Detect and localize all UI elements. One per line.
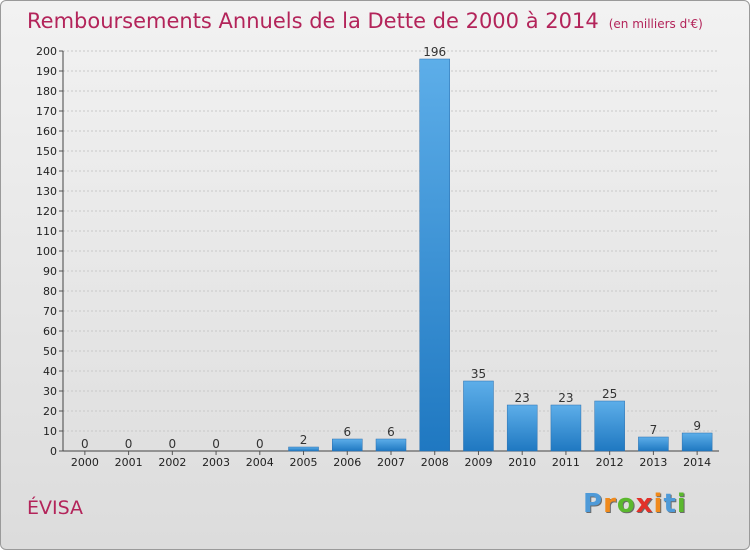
y-tick-label: 170 (36, 105, 57, 118)
bar-value-label: 25 (602, 387, 617, 401)
y-tick-label: 0 (50, 445, 57, 458)
bar-value-label: 0 (125, 437, 133, 451)
x-tick-label: 2013 (639, 456, 667, 469)
bar (463, 380, 494, 452)
x-tick-label: 2008 (421, 456, 449, 469)
logo-letter: i (653, 489, 664, 519)
bar-value-label: 0 (81, 437, 89, 451)
x-tick-label: 2012 (596, 456, 624, 469)
bar-value-label: 6 (343, 425, 351, 439)
bar-value-label: 23 (515, 391, 530, 405)
bar-value-label: 7 (650, 423, 658, 437)
proxiti-logo: Proxiti (583, 489, 687, 519)
bar (419, 58, 450, 452)
y-tick-label: 100 (36, 245, 57, 258)
y-tick-label: 30 (43, 385, 57, 398)
bar (506, 404, 538, 452)
y-tick-label: 200 (36, 45, 57, 58)
y-tick-label: 110 (36, 225, 57, 238)
logo-letter: i (676, 489, 687, 519)
bar-value-label: 0 (212, 437, 220, 451)
y-tick-label: 80 (43, 285, 57, 298)
x-tick-label: 2005 (290, 456, 318, 469)
bar (332, 438, 363, 452)
chart-title-text: Remboursements Annuels de la Dette de 20… (27, 9, 599, 33)
y-tick-label: 50 (43, 345, 57, 358)
y-tick-label: 20 (43, 405, 57, 418)
y-tick-label: 130 (36, 185, 57, 198)
bar-value-label: 2 (300, 433, 308, 447)
bar (375, 438, 407, 452)
logo-letter: t (663, 489, 677, 519)
bar (594, 400, 625, 452)
bar (638, 436, 669, 452)
y-tick-label: 90 (43, 265, 57, 278)
y-tick-label: 40 (43, 365, 57, 378)
x-tick-label: 2011 (552, 456, 580, 469)
x-tick-label: 2002 (158, 456, 186, 469)
x-tick-label: 2010 (508, 456, 536, 469)
x-tick-label: 2014 (683, 456, 711, 469)
y-tick-label: 120 (36, 205, 57, 218)
bar-value-label: 6 (387, 425, 395, 439)
y-tick-label: 60 (43, 325, 57, 338)
bar-value-label: 0 (256, 437, 264, 451)
x-tick-label: 2001 (115, 456, 143, 469)
y-tick-label: 150 (36, 145, 57, 158)
y-tick-label: 190 (36, 65, 57, 78)
logo-letter: o (616, 489, 636, 519)
logo-letter: P (583, 489, 604, 519)
bar-value-label: 196 (423, 45, 446, 59)
bar-value-label: 23 (558, 391, 573, 405)
y-tick-label: 10 (43, 425, 57, 438)
x-tick-label: 2007 (377, 456, 405, 469)
bar-value-label: 0 (169, 437, 177, 451)
y-tick-label: 180 (36, 85, 57, 98)
chart-unit: (en milliers d'€) (608, 17, 703, 31)
x-tick-label: 2003 (202, 456, 230, 469)
bar-value-label: 35 (471, 367, 486, 381)
logo-letter: r (603, 489, 617, 519)
y-tick-label: 140 (36, 165, 57, 178)
bar (550, 404, 582, 452)
bar (681, 432, 713, 452)
x-tick-label: 2004 (246, 456, 274, 469)
bar (288, 446, 319, 452)
bar-value-label: 9 (693, 419, 701, 433)
logo-letter: x (635, 489, 654, 519)
x-tick-label: 2000 (71, 456, 99, 469)
x-tick-label: 2009 (464, 456, 492, 469)
x-tick-label: 2006 (333, 456, 361, 469)
commune-name: ÉVISA (27, 497, 84, 519)
y-tick-label: 160 (36, 125, 57, 138)
chart-title: Remboursements Annuels de la Dette de 20… (27, 9, 703, 33)
y-tick-label: 70 (43, 305, 57, 318)
